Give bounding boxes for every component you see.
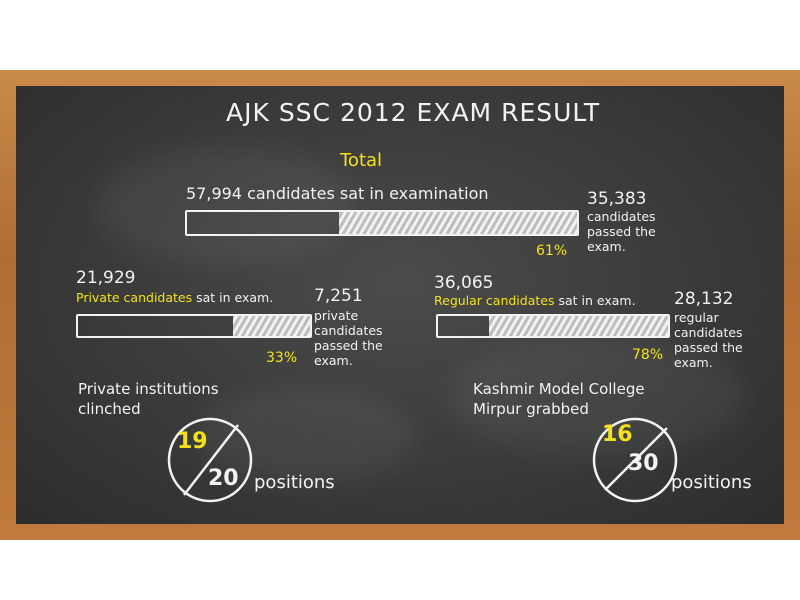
- regular-sat-count: 36,065: [434, 273, 494, 293]
- private-sat-label-rest: sat in exam.: [192, 290, 274, 305]
- private-sat-label-highlight: Private candidates: [76, 290, 193, 305]
- private-institutions-caption-1: Private institutions: [78, 380, 219, 398]
- private-passed-line-4: exam.: [314, 353, 353, 368]
- regular-passed-count: 28,132: [674, 289, 734, 309]
- chalkboard: AJK SSC 2012 EXAM RESULT Total 57,994 ca…: [16, 86, 784, 524]
- regular-sat-label-rest: sat in exam.: [554, 293, 636, 308]
- private-passed-line-2: candidates: [314, 323, 383, 338]
- total-sat-text: 57,994 candidates sat in examination: [186, 184, 489, 203]
- kashmir-college-caption-1: Kashmir Model College: [473, 380, 645, 398]
- kashmir-college-denominator: 30: [628, 451, 659, 476]
- private-passed-line-3: passed the: [314, 338, 383, 353]
- regular-sat-label-highlight: Regular candidates: [434, 293, 555, 308]
- private-institutions-fraction-circle: [167, 417, 253, 503]
- kashmir-college-suffix: positions: [671, 472, 752, 493]
- private-percent: 33%: [266, 350, 298, 366]
- total-bar: [185, 210, 579, 236]
- private-sat-label: Private candidates sat in exam.: [76, 290, 273, 305]
- regular-percent: 78%: [632, 347, 664, 363]
- private-passed-count: 7,251: [314, 286, 363, 306]
- kashmir-college-caption-2: Mirpur grabbed: [473, 400, 589, 418]
- regular-passed-line-3: passed the: [674, 340, 743, 355]
- total-bar-passed-fill: [339, 212, 577, 234]
- regular-bar-passed-fill: [488, 316, 668, 336]
- regular-sat-label: Regular candidates sat in exam.: [434, 293, 636, 308]
- total-heading: Total: [340, 150, 383, 171]
- private-institutions-denominator: 20: [208, 466, 239, 491]
- regular-passed-line-2: candidates: [674, 325, 743, 340]
- regular-bar: [436, 314, 670, 338]
- regular-passed-line-4: exam.: [674, 355, 713, 370]
- total-passed-line-2: passed the: [587, 224, 656, 239]
- regular-passed-line-1: regular: [674, 310, 719, 325]
- private-institutions-caption-2: clinched: [78, 400, 141, 418]
- chart-title: AJK SSC 2012 EXAM RESULT: [226, 98, 601, 127]
- private-bar: [76, 314, 312, 338]
- total-passed-line-3: exam.: [587, 239, 626, 254]
- total-passed-line-1: candidates: [587, 209, 656, 224]
- private-passed-line-1: private: [314, 308, 359, 323]
- total-percent: 61%: [536, 243, 568, 259]
- total-passed-count: 35,383: [587, 189, 647, 209]
- private-bar-passed-fill: [233, 316, 310, 336]
- kashmir-college-numerator: 16: [602, 422, 633, 447]
- private-institutions-numerator: 19: [177, 429, 208, 454]
- kashmir-college-fraction-circle: [592, 417, 678, 503]
- private-sat-count: 21,929: [76, 268, 136, 288]
- private-institutions-suffix: positions: [254, 472, 335, 493]
